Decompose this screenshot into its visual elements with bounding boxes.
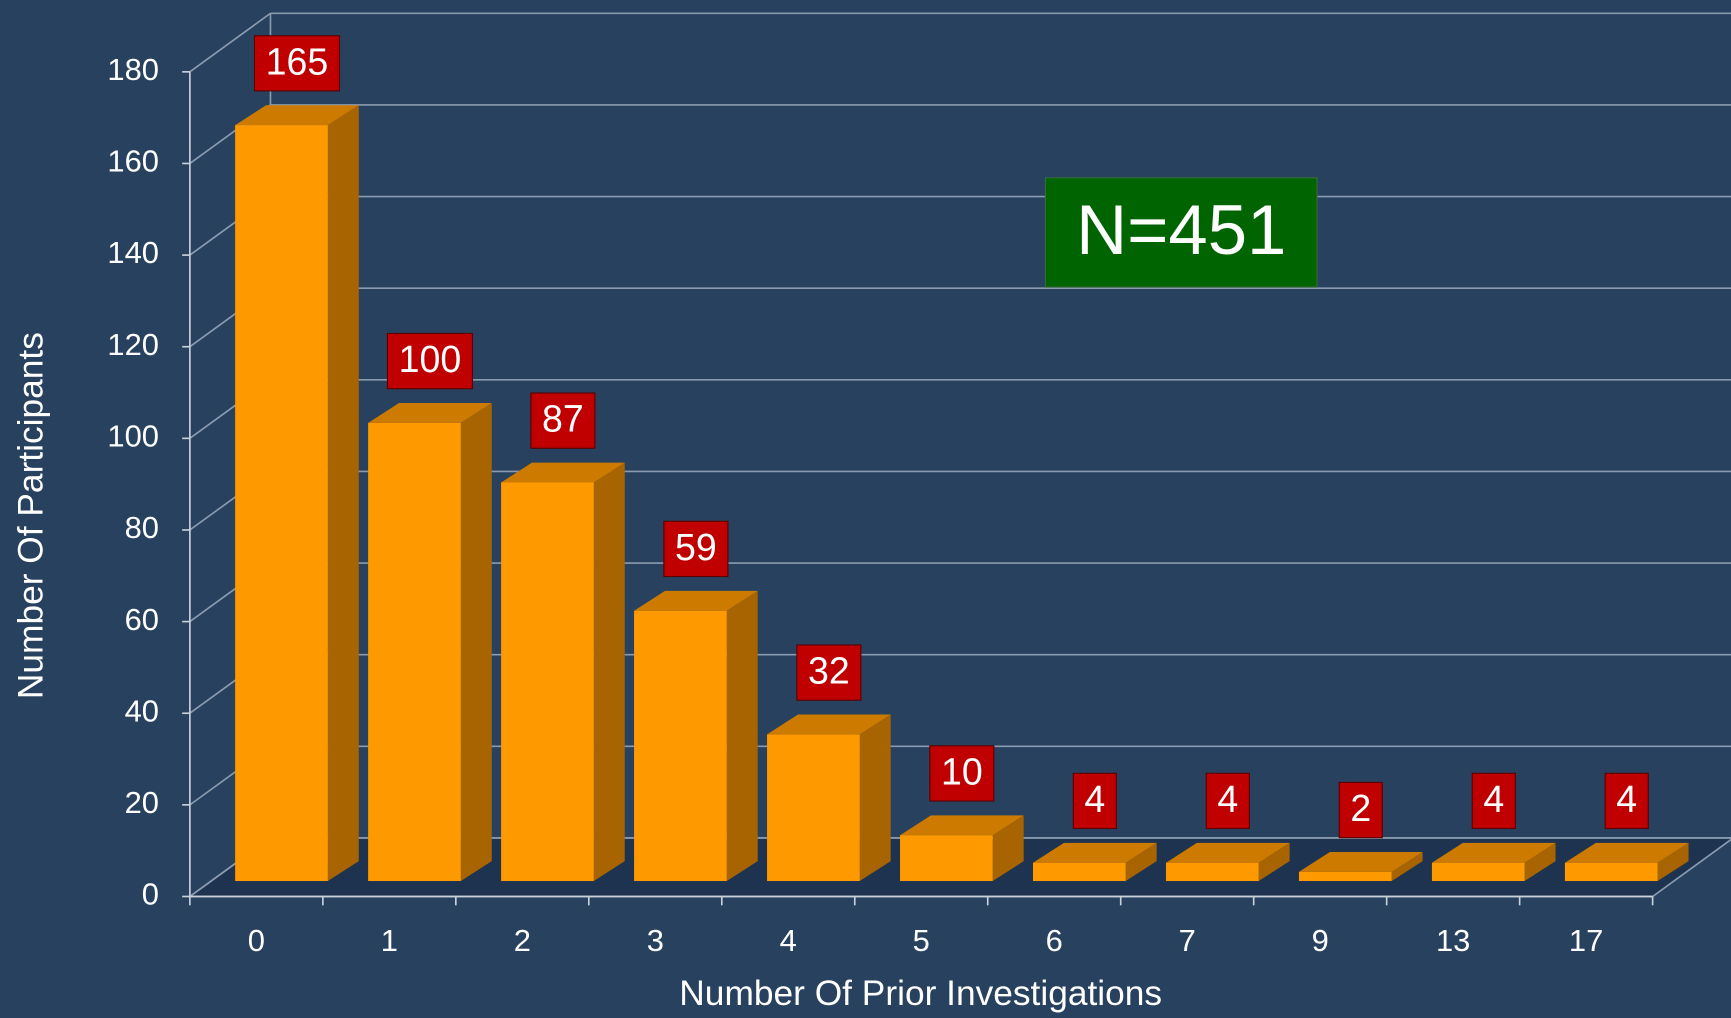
bar-top [235,105,359,126]
x-tick-label: 7 [1179,923,1196,958]
x-tick-label: 13 [1436,923,1470,958]
value-label: 32 [808,650,850,692]
value-label-box [929,745,995,802]
y-tick-label: 100 [107,419,159,454]
y-tick-label: 120 [107,327,159,362]
x-tick-label: 1 [381,923,398,958]
x-tick-label: 2 [514,923,531,958]
plot: 0204060801001201401601800165110028735943… [107,12,1731,958]
x-tick-label: 17 [1569,923,1603,958]
x-axis-title: Number Of Prior Investigations [679,974,1162,1013]
value-label-box [530,392,596,449]
x-tick-label: 0 [248,923,265,958]
bar-top [1033,842,1157,863]
value-label: 87 [542,398,584,440]
value-label-box [1471,772,1516,830]
y-tick-label: 60 [125,602,159,637]
y-tick-label: 20 [125,785,159,820]
bar [235,125,328,882]
bar [1298,871,1392,882]
x-tick-label: 4 [780,923,797,958]
bar [1431,862,1525,882]
value-label: 100 [399,338,462,380]
bar-top [900,815,1024,836]
bar [767,734,860,882]
bar-side [1125,842,1157,882]
value-label-box [663,520,729,578]
bar-side [859,714,891,882]
bar-top [501,462,625,483]
grid-line-side [189,12,271,73]
y-axis-title: Number Of Participants [11,332,50,699]
bar [1033,862,1126,882]
value-label-box [1338,781,1383,839]
y-tick-label: 140 [107,235,159,270]
bar-side [1391,851,1423,882]
bar [501,482,594,882]
bar-side [726,590,758,882]
bar-top [368,403,492,423]
bar-side [1657,842,1689,882]
bar [1564,862,1658,882]
y-tick-label: 40 [125,693,159,728]
value-label-box [386,332,473,390]
x-tick-label: 5 [913,923,930,958]
value-label-box [796,644,862,701]
bar-side [1258,842,1290,882]
value-label: 4 [1483,778,1504,820]
annotation-box [1044,177,1318,288]
value-label: 4 [1616,778,1637,820]
bar-top [1431,842,1556,863]
bar-side [1524,842,1556,882]
value-label-box [1604,772,1649,830]
value-label-box [1072,772,1117,830]
value-label: 59 [675,526,717,568]
bar-side [992,815,1024,882]
value-label: 4 [1084,778,1105,820]
bar-top [634,590,758,611]
x-tick-label: 9 [1312,923,1329,958]
value-label: 165 [266,40,329,82]
bar-top [1564,842,1689,863]
y-tick-label: 80 [125,510,159,545]
value-label-box [253,35,341,92]
value-label: 10 [941,750,983,792]
annotation: N=451 [1076,190,1286,269]
bar-side [327,105,359,882]
bar-top [1298,851,1423,872]
y-tick-label: 0 [142,877,159,912]
value-label: 2 [1350,787,1371,829]
value-label: 4 [1217,778,1238,820]
bar-top [767,714,891,735]
bar-top [1165,842,1290,863]
bar [368,422,461,882]
bar [634,610,727,882]
value-label-box [1205,772,1250,830]
y-tick-label: 160 [107,144,159,179]
x-tick-label: 6 [1046,923,1063,958]
y-tick-label: 180 [107,52,159,87]
bar-side [593,462,625,882]
x-tick-label: 3 [647,923,664,958]
bar [900,835,993,882]
bar-side [460,403,492,882]
bar [1165,862,1259,882]
